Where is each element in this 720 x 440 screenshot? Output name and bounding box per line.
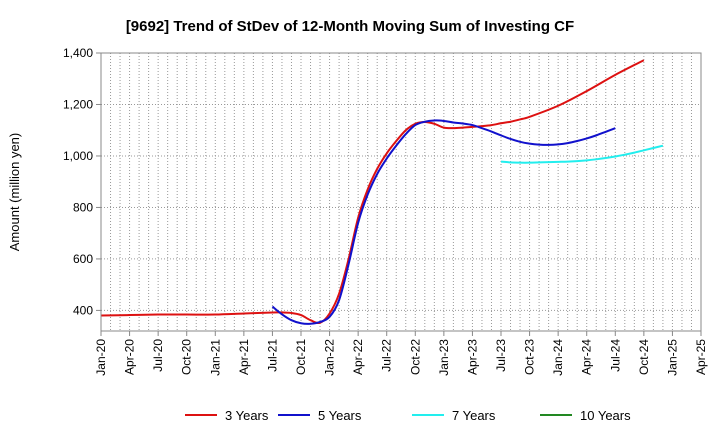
x-tick-label: Jul-23 (494, 339, 508, 372)
series-line-5-years (271, 119, 616, 325)
y-ticks: 400 600 800 1,000 1,200 1,400 (63, 46, 101, 317)
series-line-7-years (500, 144, 664, 164)
y-tick-label: 1,200 (63, 97, 93, 111)
x-tick-label: Jan-22 (323, 339, 337, 376)
chart-title: [9692] Trend of StDev of 12-Month Moving… (126, 18, 574, 35)
x-tick-label: Jul-20 (151, 339, 165, 372)
x-tick-label: Oct-22 (408, 339, 422, 375)
x-tick-label: Oct-24 (637, 339, 651, 375)
x-tick-label: Jul-21 (265, 339, 279, 372)
x-tick-label: Oct-21 (294, 339, 308, 375)
series-lines (100, 59, 664, 325)
x-tick-label: Jan-23 (437, 339, 451, 376)
x-tick-label: Apr-21 (237, 339, 251, 375)
legend-label-3-years: 3 Years (225, 408, 269, 423)
x-tick-label: Oct-23 (523, 339, 537, 375)
y-axis-label: Amount (million yen) (7, 133, 22, 252)
x-ticks: Jan-20 Apr-20 Jul-20 Oct-20 Jan-21 Apr-21 Jul-… (94, 331, 708, 376)
y-tick-label: 1,000 (63, 149, 93, 163)
legend-label-7-years: 7 Years (452, 408, 496, 423)
legend-label-5-years: 5 Years (318, 408, 362, 423)
x-tick-label: Jul-22 (380, 339, 394, 372)
plot-border (100, 52, 702, 332)
x-tick-label: Apr-25 (694, 339, 708, 375)
x-tick-label: Apr-24 (580, 339, 594, 375)
x-tick-label: Oct-20 (180, 339, 194, 375)
x-tick-label: Apr-20 (123, 339, 137, 375)
y-tick-label: 800 (73, 200, 93, 214)
x-tick-label: Jan-25 (665, 339, 679, 376)
x-tick-label: Jan-21 (208, 339, 222, 376)
legend: 3 Years 5 Years 7 Years 10 Years (185, 408, 631, 423)
x-tick-label: Jan-24 (551, 339, 565, 376)
y-tick-label: 600 (73, 252, 93, 266)
y-tick-label: 400 (73, 303, 93, 317)
x-tick-label: Jan-20 (94, 339, 108, 376)
grid (100, 52, 702, 331)
x-tick-label: Apr-23 (465, 339, 479, 375)
x-tick-label: Apr-22 (351, 339, 365, 375)
series-line-3-years (100, 59, 645, 325)
legend-label-10-years: 10 Years (580, 408, 631, 423)
y-tick-label: 1,400 (63, 46, 93, 60)
x-tick-label: Jul-24 (608, 339, 622, 372)
